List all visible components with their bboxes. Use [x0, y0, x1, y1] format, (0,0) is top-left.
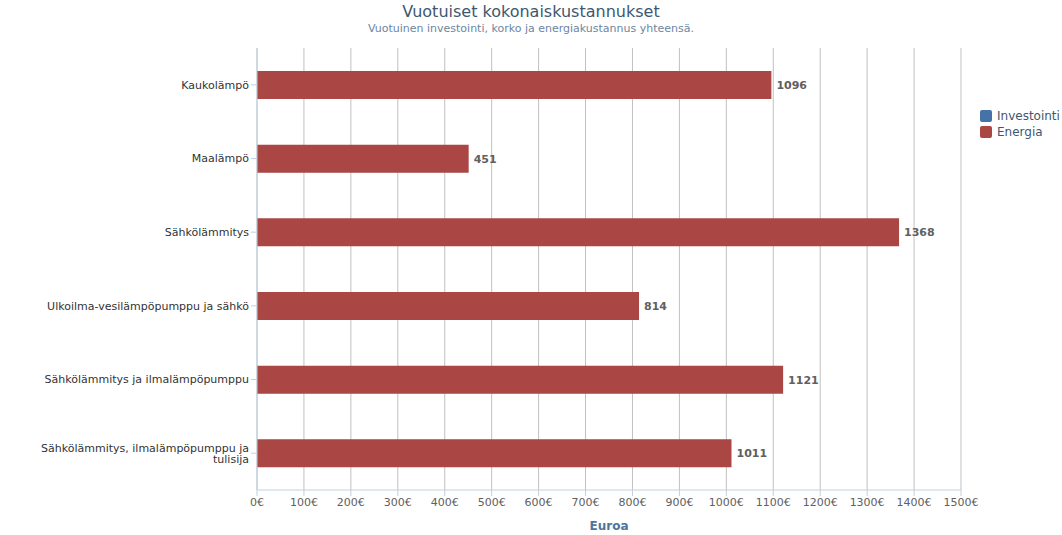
svg-text:800€: 800€	[618, 496, 646, 509]
html-text:Energia: Energia	[997, 125, 1043, 139]
svg-text:451: 451	[474, 153, 497, 166]
svg-text:Euroa: Euroa	[590, 519, 629, 533]
svg-text:0€: 0€	[250, 496, 264, 509]
svg-text:1096: 1096	[776, 79, 807, 92]
svg-text:1300€: 1300€	[850, 496, 885, 509]
svg-text:500€: 500€	[478, 496, 506, 509]
svg-text:Sähkölämmitys, ilmalämpöpumppu: Sähkölämmitys, ilmalämpöpumppu jatulisij…	[41, 442, 249, 466]
svg-text:700€: 700€	[572, 496, 600, 509]
html-text:Vuotuiset kokonaiskustannukset: Vuotuiset kokonaiskustannukset	[402, 2, 660, 21]
svg-text:Sähkölämmitys: Sähkölämmitys	[165, 226, 250, 239]
svg-text:Kaukolämpö: Kaukolämpö	[181, 79, 249, 92]
svg-text:1011: 1011	[736, 447, 767, 460]
svg-text:1100€: 1100€	[756, 496, 791, 509]
svg-text:300€: 300€	[384, 496, 412, 509]
svg-text:1000€: 1000€	[709, 496, 744, 509]
svg-text:814: 814	[644, 300, 667, 313]
svg-text:1500€: 1500€	[944, 496, 979, 509]
svg-text:100€: 100€	[290, 496, 318, 509]
svg-text:Sähkölämmitys ja ilmalämpöpump: Sähkölämmitys ja ilmalämpöpumppu	[45, 373, 249, 386]
svg-text:1200€: 1200€	[803, 496, 838, 509]
svg-text:1368: 1368	[904, 226, 935, 239]
html-text:Investointi: Investointi	[997, 109, 1060, 123]
svg-text:600€: 600€	[525, 496, 553, 509]
svg-text:1121: 1121	[788, 374, 819, 387]
svg-text:400€: 400€	[431, 496, 459, 509]
html-text:Vuotuinen investointi, korko j: Vuotuinen investointi, korko ja energiak…	[368, 22, 694, 35]
svg-text:200€: 200€	[337, 496, 365, 509]
svg-text:1400€: 1400€	[897, 496, 932, 509]
svg-text:Ulkoilma-vesilämpöpumppu ja sä: Ulkoilma-vesilämpöpumppu ja sähkö	[47, 300, 249, 313]
svg-text:900€: 900€	[665, 496, 693, 509]
svg-text:Maalämpö: Maalämpö	[192, 152, 249, 165]
